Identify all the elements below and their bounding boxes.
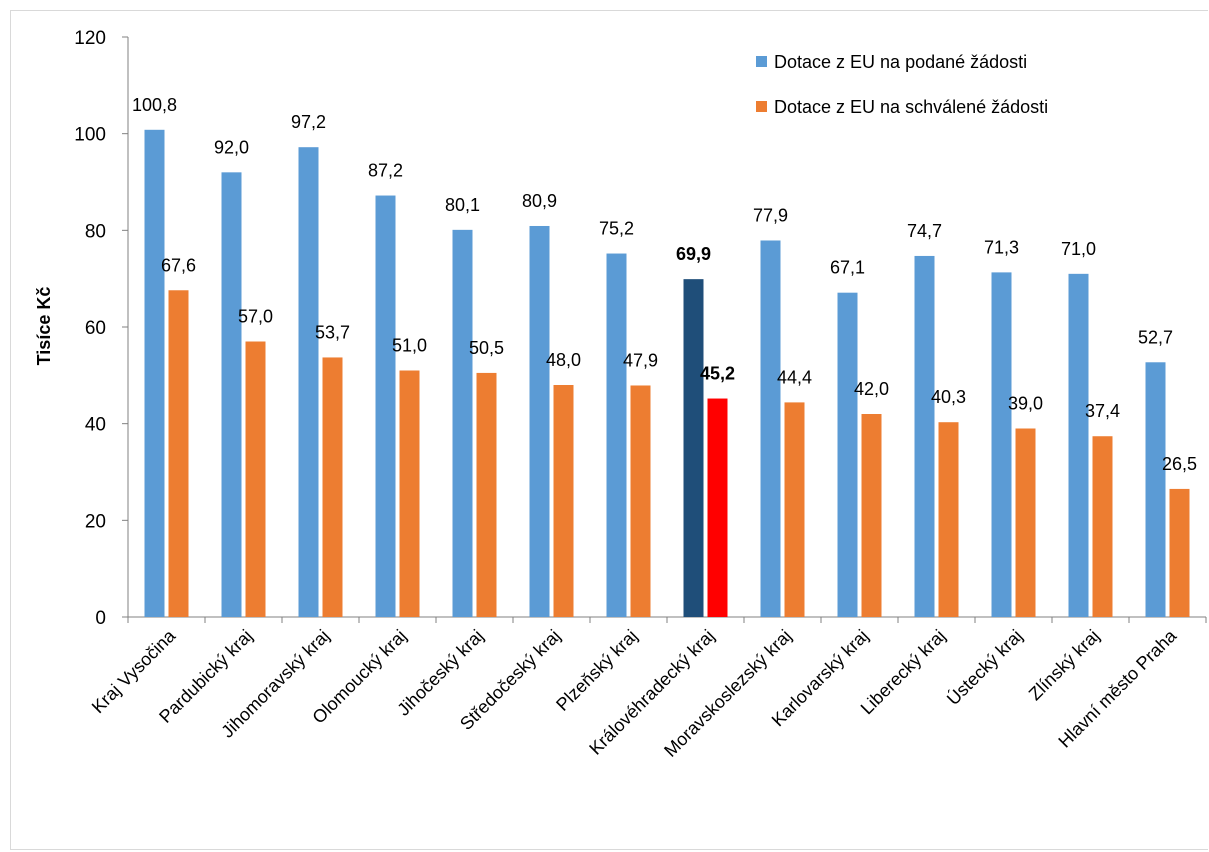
bar-series-1 bbox=[606, 253, 627, 618]
bar-series-1 bbox=[221, 172, 242, 618]
bar-series-2 bbox=[322, 357, 343, 617]
data-label-series-1: 87,2 bbox=[368, 161, 403, 181]
bar-series-1 bbox=[529, 225, 550, 617]
legend-swatch-series-2 bbox=[756, 101, 767, 112]
bar-series-1 bbox=[1068, 273, 1089, 617]
y-tick-label: 100 bbox=[74, 125, 106, 146]
data-label-series-2: 51,0 bbox=[392, 336, 427, 356]
y-tick-label: 120 bbox=[74, 28, 106, 49]
bar-series-1 bbox=[144, 129, 165, 618]
data-label-series-2: 53,7 bbox=[315, 322, 350, 342]
x-category-label: Zlínský kraj bbox=[1025, 626, 1103, 704]
data-label-series-2: 67,6 bbox=[161, 255, 196, 275]
bar-series-2 bbox=[476, 372, 497, 617]
x-category-label: Královéhradecký kraj bbox=[585, 626, 718, 759]
bar-series-1 bbox=[452, 229, 473, 617]
data-label-series-1: 74,7 bbox=[907, 221, 942, 241]
data-label-series-1: 71,3 bbox=[984, 237, 1019, 257]
bar-series-2 bbox=[938, 422, 959, 617]
y-tick-label: 80 bbox=[85, 221, 106, 242]
data-label-series-1: 67,1 bbox=[830, 258, 865, 278]
bar-series-1 bbox=[375, 195, 396, 618]
bar-series-2 bbox=[1015, 428, 1036, 617]
legend-swatch-series-1 bbox=[756, 56, 767, 67]
data-label-series-2: 39,0 bbox=[1008, 394, 1043, 414]
bar-series-2 bbox=[1169, 488, 1190, 617]
data-label-series-1: 92,0 bbox=[214, 137, 249, 157]
x-category-label: Moravskoslezský kraj bbox=[660, 626, 795, 761]
data-label-series-2: 42,0 bbox=[854, 379, 889, 399]
bar-series-1 bbox=[1145, 362, 1166, 617]
y-tick-label: 60 bbox=[85, 318, 106, 339]
y-tick-label: 20 bbox=[85, 511, 106, 532]
data-label-series-2: 37,4 bbox=[1085, 401, 1120, 421]
data-label-series-1: 80,1 bbox=[445, 195, 480, 215]
bar-series-2 bbox=[168, 290, 189, 617]
data-label-series-2: 48,0 bbox=[546, 350, 581, 370]
y-axis-title: Tisíce Kč bbox=[34, 287, 54, 366]
data-label-series-1: 71,0 bbox=[1061, 239, 1096, 259]
bar-series-1 bbox=[991, 272, 1012, 617]
x-category-label: Ústecký kraj bbox=[942, 625, 1026, 709]
bar-series-2 bbox=[399, 370, 420, 617]
data-label-series-2: 40,3 bbox=[931, 387, 966, 407]
y-tick-label: 40 bbox=[85, 415, 106, 436]
chart-frame bbox=[10, 10, 1208, 850]
bar-series-1 bbox=[914, 255, 935, 617]
data-label-series-2: 45,2 bbox=[700, 364, 735, 384]
bar-series-2 bbox=[553, 385, 574, 617]
bar-series-2 bbox=[784, 402, 805, 617]
bar-series-2 bbox=[630, 385, 651, 617]
data-label-series-1: 100,8 bbox=[132, 95, 177, 115]
bar-series-2 bbox=[1092, 436, 1113, 617]
data-label-series-2: 26,5 bbox=[1162, 454, 1197, 474]
bar-series-1 bbox=[683, 279, 704, 617]
legend-label-series-2: Dotace z EU na schválené žádosti bbox=[774, 97, 1048, 117]
bar-series-2 bbox=[707, 398, 728, 617]
bar-series-1 bbox=[760, 240, 781, 617]
legend-label-series-1: Dotace z EU na podané žádosti bbox=[774, 52, 1027, 72]
data-label-series-2: 44,4 bbox=[777, 367, 812, 387]
bar-series-2 bbox=[861, 414, 882, 617]
data-label-series-1: 75,2 bbox=[599, 219, 634, 239]
data-label-series-1: 69,9 bbox=[676, 244, 711, 264]
data-label-series-1: 77,9 bbox=[753, 205, 788, 225]
bar-series-1 bbox=[298, 147, 319, 617]
data-label-series-1: 97,2 bbox=[291, 112, 326, 132]
data-label-series-2: 57,0 bbox=[238, 307, 273, 327]
data-label-series-2: 50,5 bbox=[469, 338, 504, 358]
data-label-series-2: 47,9 bbox=[623, 350, 658, 370]
y-tick-label: 0 bbox=[95, 608, 106, 629]
bar-series-2 bbox=[245, 341, 266, 617]
bar-series-1 bbox=[837, 292, 858, 617]
legend: Dotace z EU na podané žádosti Dotace z E… bbox=[756, 52, 1048, 117]
data-label-series-1: 52,7 bbox=[1138, 327, 1173, 347]
data-label-series-1: 80,9 bbox=[522, 191, 557, 211]
